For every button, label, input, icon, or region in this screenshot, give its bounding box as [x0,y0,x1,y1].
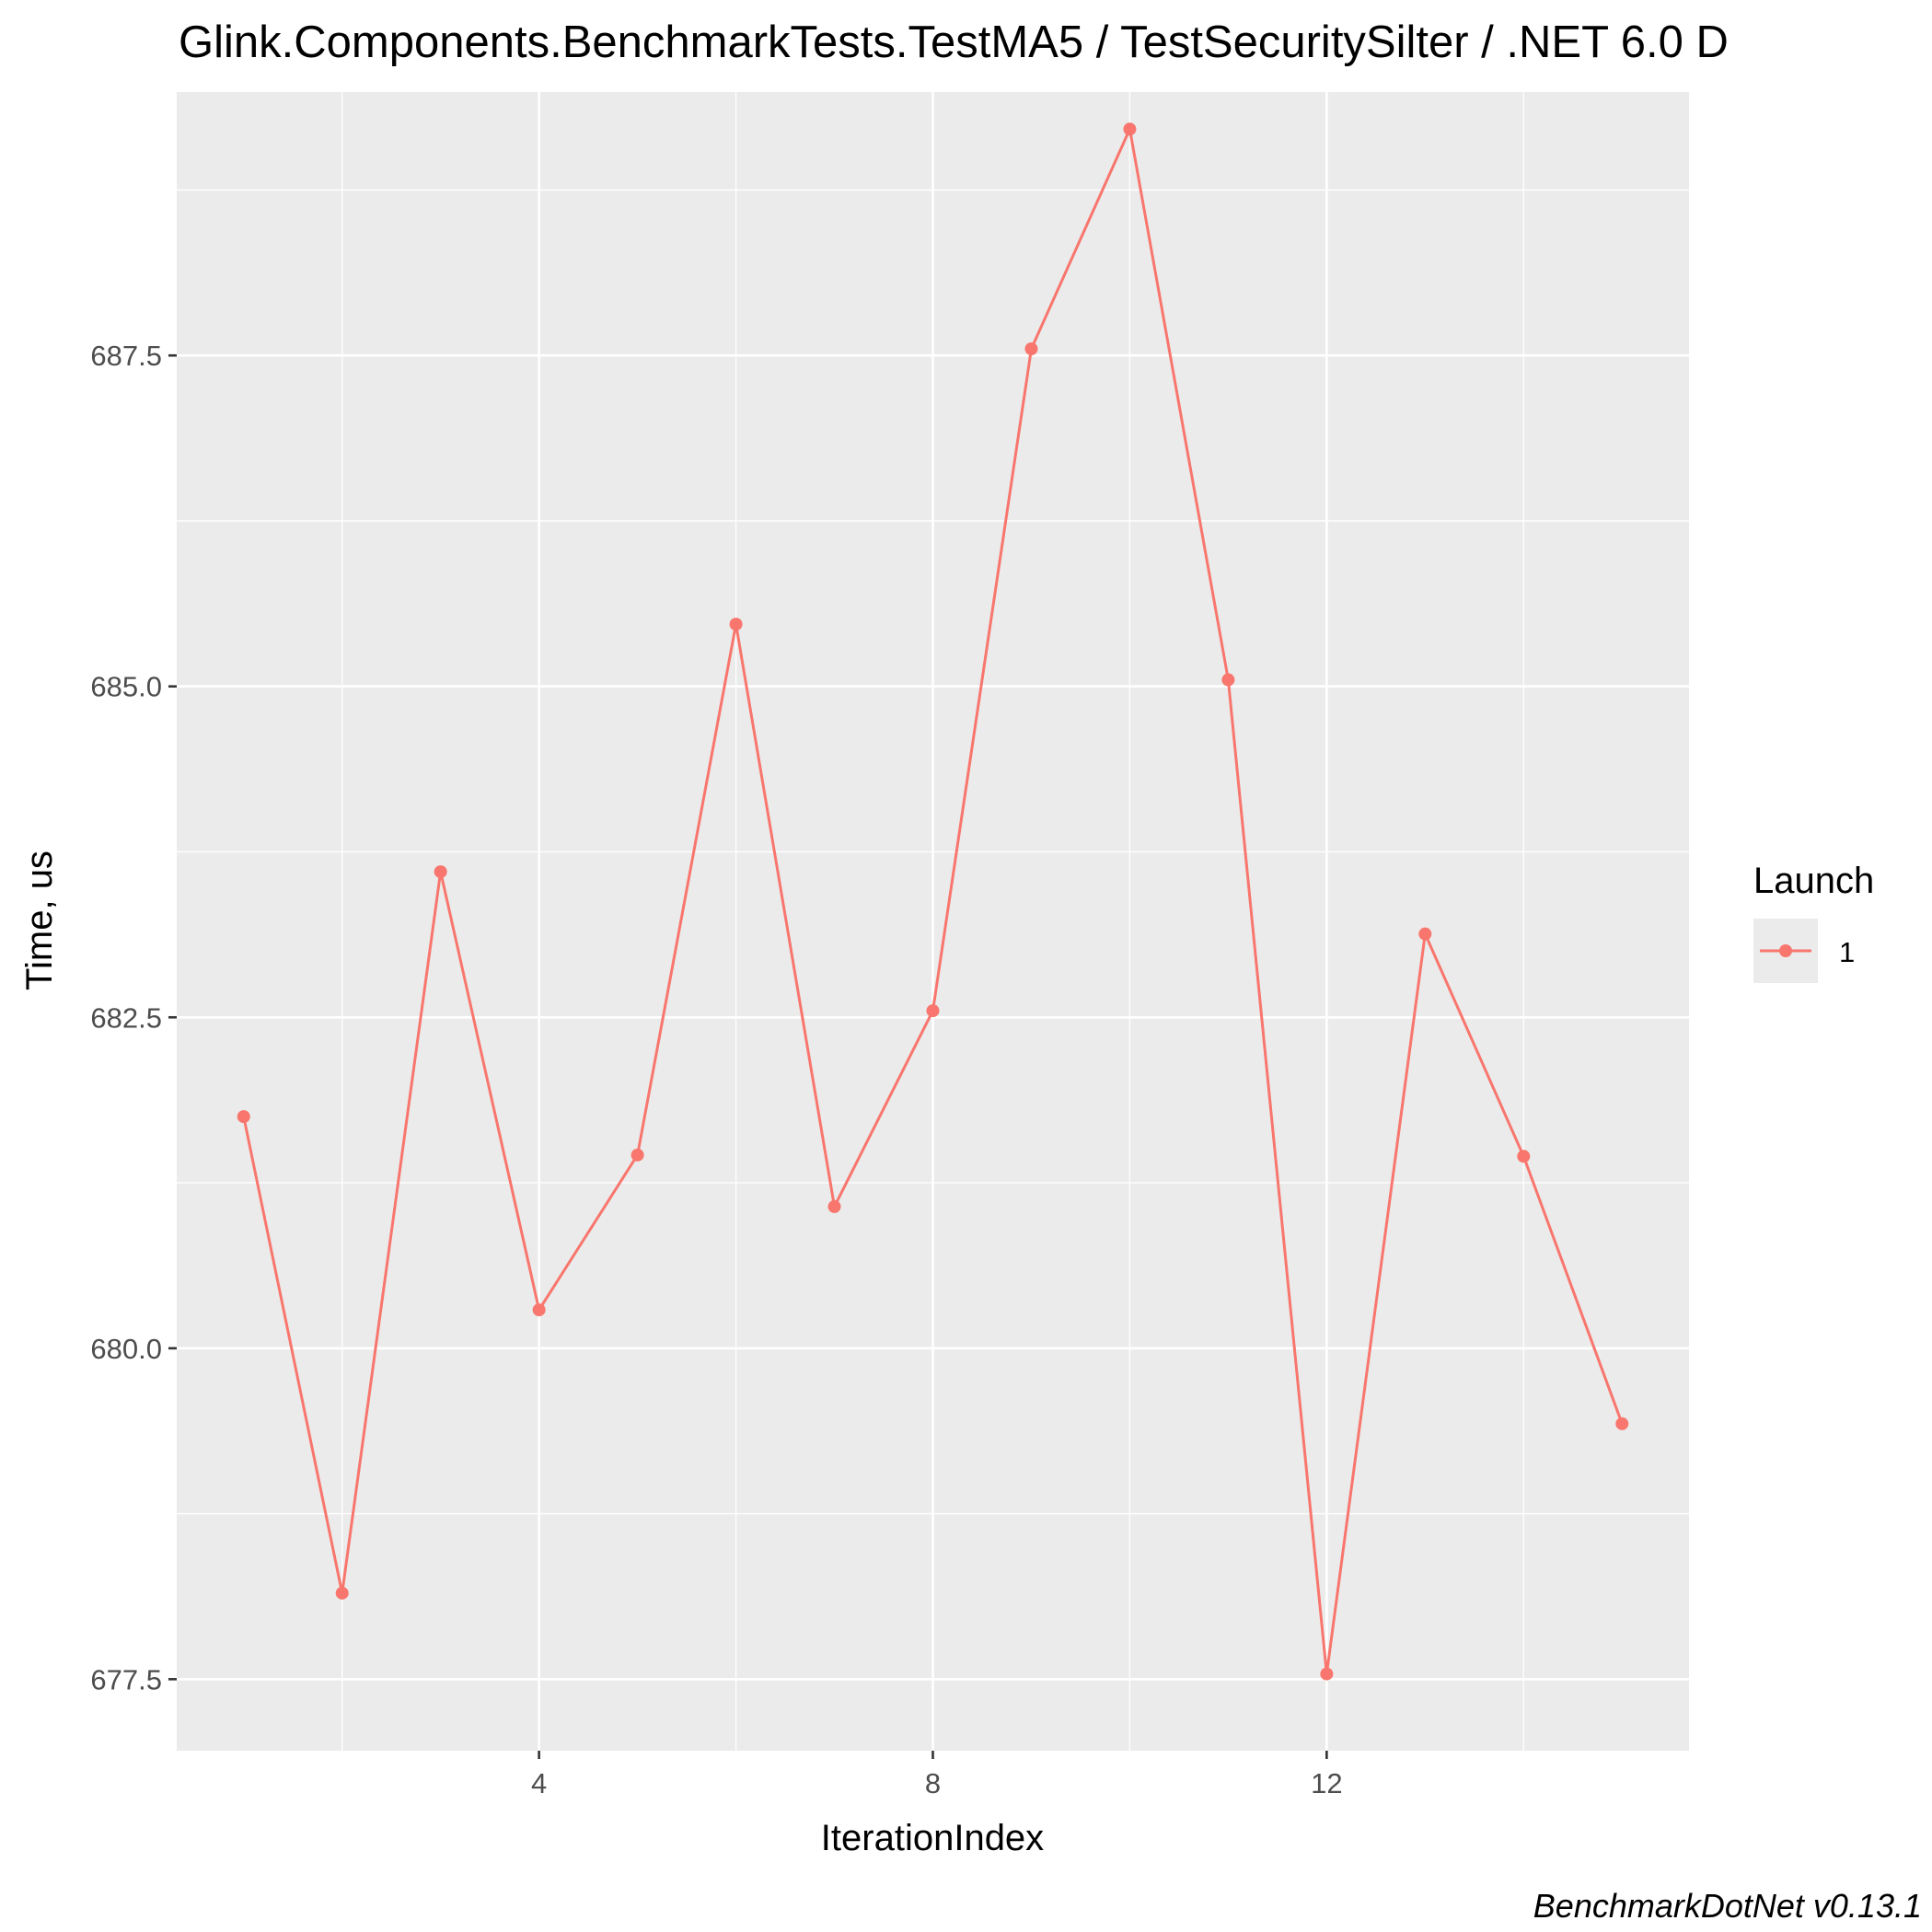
x-tick-label: 12 [1311,1767,1342,1799]
data-point [1123,122,1137,136]
data-point [237,1110,250,1124]
data-point [631,1148,644,1162]
data-point [1517,1150,1531,1163]
series-layer [237,122,1629,1681]
data-point [1418,927,1432,941]
data-point [1221,673,1235,687]
legend: Launch 1 [1753,861,1874,983]
data-point [1615,1417,1629,1430]
data-point [335,1586,349,1600]
x-axis-title: IterationIndex [821,1818,1044,1858]
y-axis-title: Time, us [19,850,60,990]
data-point [434,865,447,879]
data-point [827,1199,841,1213]
legend-title: Launch [1753,861,1874,901]
chart-title: Glink.Components.BenchmarkTests.TestMA5 … [179,17,1729,67]
y-tick-label: 680.0 [90,1333,162,1365]
data-point [1024,342,1038,356]
major-grid [177,92,1689,1751]
legend-entry-label: 1 [1839,936,1855,968]
data-point [532,1303,546,1317]
y-axis: 677.5 680.0 682.5 685.0 687.5 [90,340,177,1695]
y-tick-label: 677.5 [90,1663,162,1695]
y-tick-label: 682.5 [90,1001,162,1034]
x-tick-label: 8 [925,1767,941,1799]
caption: BenchmarkDotNet v0.13.1 [1533,1887,1922,1925]
y-tick-label: 685.0 [90,671,162,703]
x-axis: 4 8 12 [531,1751,1343,1799]
data-point [729,618,743,631]
data-point [926,1004,940,1018]
legend-key-point [1779,944,1792,957]
data-point [1320,1667,1334,1681]
x-tick-label: 4 [531,1767,547,1799]
y-tick-label: 687.5 [90,340,162,372]
